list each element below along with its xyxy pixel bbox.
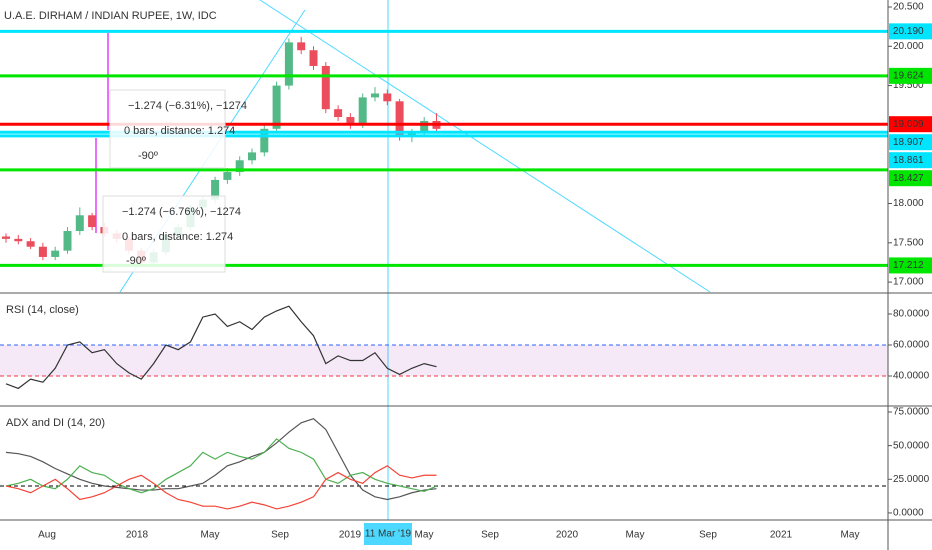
- y-tick-label: 0.0000: [893, 508, 924, 519]
- price-label-bg: [889, 170, 932, 187]
- x-tick-label: May: [626, 530, 645, 541]
- candle-body: [260, 128, 269, 153]
- candle-body: [14, 238, 23, 242]
- x-tick-label: Sep: [481, 530, 499, 541]
- y-tick-label: 25.0000: [893, 474, 930, 485]
- x-tick-label: May: [841, 530, 860, 541]
- measure-angle: -90º: [126, 255, 146, 267]
- candle-body: [383, 93, 392, 102]
- y-tick-label: 40.0000: [893, 371, 930, 382]
- candle-body: [272, 85, 281, 129]
- x-tick-label: Aug: [38, 530, 56, 541]
- measure-box: −1.274 (−6.31%), −1274 0 bars, distance:…: [109, 89, 247, 169]
- price-label-bg: [889, 152, 932, 169]
- x-tick-label: May: [201, 530, 220, 541]
- panel-title: ADX and DI (14, 20): [6, 417, 105, 429]
- y-tick-label: 20.500: [893, 2, 924, 13]
- candle-body: [211, 179, 220, 200]
- price-label-bg: [889, 67, 932, 84]
- candle-body: [371, 93, 379, 98]
- price-label: 18.861: [893, 155, 924, 166]
- y-tick-label: 75.0000: [893, 407, 930, 418]
- price-label: 18.427: [893, 173, 924, 184]
- candle-body: [284, 42, 293, 86]
- candle-body: [63, 231, 72, 251]
- candle-body: [2, 236, 10, 239]
- y-tick-label: 80.0000: [893, 309, 930, 320]
- x-tick-label: 2020: [556, 530, 579, 541]
- y-tick-label: 18.000: [893, 198, 924, 209]
- series-line: [5, 418, 437, 501]
- candle-body: [309, 50, 318, 66]
- candle-body: [88, 215, 97, 228]
- price-label-bg: [889, 134, 932, 151]
- y-tick-label: 50.0000: [893, 440, 930, 451]
- x-tick-label: May: [415, 530, 434, 541]
- y-tick-label: 20.000: [893, 41, 924, 52]
- candle-body: [395, 101, 404, 137]
- candle-body: [75, 215, 84, 232]
- x-tick-label: Sep: [699, 530, 717, 541]
- price-label: 19.624: [893, 70, 924, 81]
- series-line: [5, 465, 437, 510]
- candle-body: [321, 65, 330, 110]
- x-tick-label: 2019: [339, 530, 362, 541]
- series-line: [5, 438, 437, 494]
- band-fill: [0, 345, 888, 377]
- x-tick-label: 2021: [770, 530, 793, 541]
- measure-box-bg: [102, 195, 226, 273]
- candle-body: [235, 160, 244, 173]
- measure-change: −1.274 (−6.76%), −1274: [122, 206, 241, 218]
- x-tick-label: 2018: [126, 530, 149, 541]
- y-tick-label: 60.0000: [893, 340, 930, 351]
- panel-title: RSI (14, close): [6, 304, 79, 316]
- x-tick-label: Sep: [271, 530, 289, 541]
- candle-body: [248, 152, 256, 161]
- candle-body: [334, 109, 343, 118]
- measure-box-bg: [109, 89, 226, 169]
- measure-distance: 0 bars, distance: 1.274: [124, 125, 235, 137]
- price-label-bg: [889, 257, 932, 274]
- candle-body: [358, 97, 367, 125]
- price-label: 17.212: [893, 260, 924, 271]
- price-label-bg: [889, 116, 932, 133]
- measure-angle: -90º: [138, 150, 158, 162]
- crosshair-label-bg: [364, 523, 412, 545]
- candle-body: [297, 42, 306, 51]
- measure-distance: 0 bars, distance: 1.274: [122, 231, 233, 243]
- price-label-bg: [889, 23, 932, 40]
- price-label: 19.009: [893, 119, 924, 130]
- measure-box: −1.274 (−6.76%), −1274 0 bars, distance:…: [102, 195, 241, 273]
- candle-body: [223, 172, 232, 180]
- chart-title: U.A.E. DIRHAM / INDIAN RUPEE, 1W, IDC: [4, 10, 217, 22]
- series-line: [5, 305, 437, 390]
- y-tick-label: 19.500: [893, 80, 924, 91]
- candle-body: [38, 246, 47, 257]
- y-tick-label: 17.500: [893, 237, 924, 248]
- measure-change: −1.274 (−6.31%), −1274: [128, 100, 247, 112]
- y-tick-label: 17.000: [893, 277, 924, 288]
- candle-body: [26, 241, 35, 247]
- candle-body: [346, 117, 355, 125]
- candle-body: [420, 120, 429, 133]
- candle-body: [51, 250, 60, 257]
- trend-line: [259, 0, 711, 293]
- crosshair-label: 11 Mar '19: [365, 529, 412, 540]
- price-label: 20.190: [893, 26, 924, 37]
- price-label: 18.907: [893, 137, 924, 148]
